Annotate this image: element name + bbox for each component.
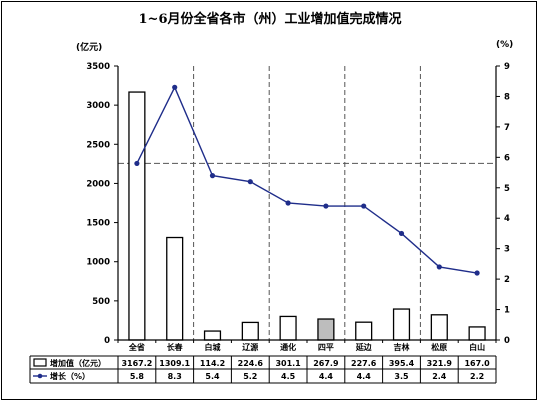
right-tick-label: 6 bbox=[504, 153, 510, 163]
bar-四平 bbox=[317, 318, 335, 341]
bar-辽源 bbox=[241, 321, 259, 341]
growth-value-label: 5.8 bbox=[130, 372, 145, 381]
right-tick-label: 8 bbox=[504, 92, 510, 102]
chart-title: 1~6月份全省各市（州）工业增加值完成情况 bbox=[138, 12, 402, 27]
left-tick-label: 1500 bbox=[86, 219, 110, 229]
growth-point-四平 bbox=[323, 203, 329, 209]
bar-legend-key bbox=[33, 358, 47, 367]
growth-value-label: 5.2 bbox=[243, 372, 257, 381]
left-tick-label: 0 bbox=[104, 336, 110, 346]
category-label: 延边 bbox=[355, 342, 373, 352]
bar-全省 bbox=[128, 91, 146, 341]
bar-白城 bbox=[203, 330, 222, 341]
right-tick-label: 5 bbox=[504, 184, 510, 194]
bar-value-label: 114.2 bbox=[200, 359, 225, 368]
growth-point-通化 bbox=[285, 200, 291, 206]
category-label: 全省 bbox=[128, 342, 145, 352]
bar-value-label: 227.6 bbox=[351, 359, 377, 368]
bar-通化 bbox=[279, 315, 297, 341]
category-label: 通化 bbox=[280, 342, 296, 352]
bar-长春 bbox=[166, 236, 184, 341]
growth-point-全省 bbox=[134, 160, 140, 167]
category-label: 白山 bbox=[469, 342, 485, 352]
left-tick-label: 2500 bbox=[86, 140, 110, 150]
line-legend-marker bbox=[37, 373, 43, 379]
bars-layer bbox=[128, 91, 486, 341]
bar-value-label: 224.6 bbox=[238, 359, 264, 368]
axes-layer: 0 500 1000 1500 2000 2500 3000 3500 0 1 2 3 4 5 6 7 8 9 全省… bbox=[86, 62, 510, 352]
category-label: 辽源 bbox=[242, 342, 258, 352]
growth-point-白山 bbox=[474, 270, 480, 276]
left-tick-label: 500 bbox=[92, 297, 110, 307]
bar-value-label: 1309.1 bbox=[159, 359, 190, 368]
growth-point-白城 bbox=[209, 173, 216, 179]
category-label: 四平 bbox=[318, 343, 334, 352]
line-legend-label: 增长（%） bbox=[50, 371, 90, 381]
bar-value-label: 267.9 bbox=[313, 359, 339, 368]
growth-point-吉林 bbox=[398, 230, 405, 237]
right-tick-label: 3 bbox=[504, 245, 510, 255]
bar-value-label: 395.4 bbox=[389, 359, 415, 368]
bar-松原 bbox=[430, 314, 448, 341]
left-tick-label: 3000 bbox=[86, 101, 110, 111]
right-tick-label: 4 bbox=[504, 214, 510, 224]
growth-value-label: 2.4 bbox=[432, 372, 447, 381]
bar-value-label: 3167.2 bbox=[121, 359, 152, 368]
growth-value-label: 3.5 bbox=[394, 372, 409, 381]
bar-白山 bbox=[468, 326, 486, 341]
growth-value-label: 5.4 bbox=[205, 372, 220, 381]
growth-value-label: 8.3 bbox=[168, 372, 182, 381]
bar-value-label: 321.9 bbox=[427, 359, 453, 368]
growth-point-长春 bbox=[172, 84, 178, 90]
bar-value-label: 167.0 bbox=[464, 359, 490, 368]
category-label: 松原 bbox=[431, 342, 447, 352]
left-axis-unit: (亿元) bbox=[76, 43, 103, 53]
line-layer bbox=[134, 84, 480, 276]
growth-point-辽源 bbox=[247, 179, 253, 185]
right-axis-unit: (%) bbox=[496, 40, 514, 50]
left-tick-label: 1000 bbox=[86, 258, 110, 268]
growth-value-label: 4.5 bbox=[281, 372, 296, 381]
right-tick-label: 9 bbox=[504, 62, 510, 72]
category-label: 吉林 bbox=[394, 342, 410, 352]
growth-point-延边 bbox=[361, 203, 367, 209]
data-table: 增加值（亿元） 增长（%） 3167.2 1309.1 114.2 224.6 301.1 2… bbox=[29, 355, 497, 384]
left-tick-label: 2000 bbox=[86, 179, 110, 189]
bar-延边 bbox=[355, 321, 373, 341]
growth-value-label: 4.4 bbox=[319, 372, 334, 381]
left-tick-label: 3500 bbox=[86, 62, 110, 72]
grid-layer bbox=[118, 66, 496, 340]
bar-吉林 bbox=[392, 308, 411, 341]
right-tick-label: 1 bbox=[504, 306, 510, 316]
right-tick-label: 0 bbox=[504, 336, 510, 346]
category-label: 长春 bbox=[167, 342, 183, 352]
bar-legend-label: 增加值（亿元） bbox=[50, 358, 106, 368]
bar-value-label: 301.1 bbox=[275, 359, 301, 368]
growth-value-label: 2.2 bbox=[470, 372, 484, 381]
growth-point-松原 bbox=[436, 264, 442, 270]
growth-line bbox=[136, 85, 478, 274]
right-tick-label: 2 bbox=[504, 275, 510, 285]
category-label: 白城 bbox=[205, 342, 221, 352]
right-tick-label: 7 bbox=[504, 123, 510, 133]
growth-value-label: 4.4 bbox=[357, 372, 372, 381]
